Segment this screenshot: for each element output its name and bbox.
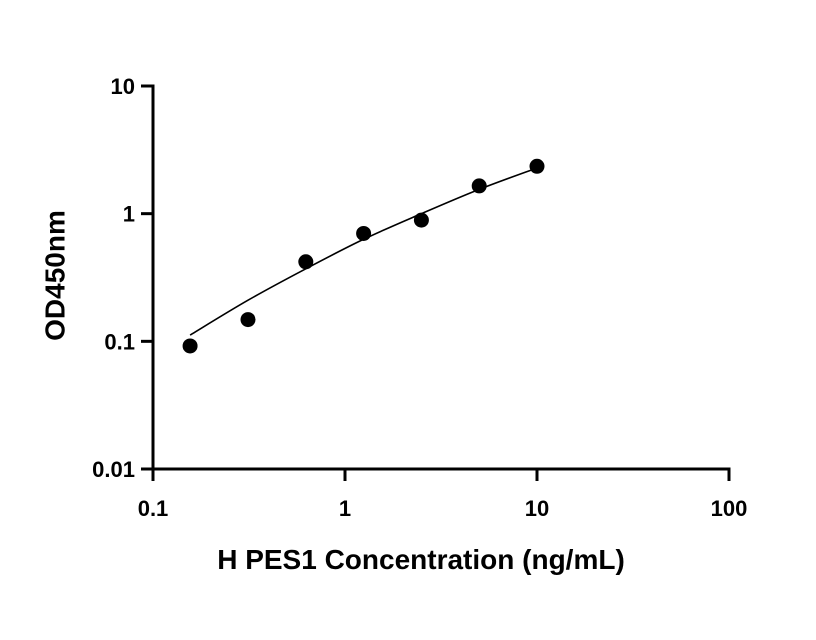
data-point: [240, 312, 256, 328]
x-tick-label: 0.1: [138, 496, 169, 521]
y-axis-ticks: 0.01 0.1 1 10: [92, 74, 153, 482]
x-tick-label: 100: [711, 496, 748, 521]
data-point: [298, 254, 314, 270]
y-axis-title: OD450nm: [39, 210, 70, 341]
x-tick-label: 10: [525, 496, 549, 521]
y-tick-label: 1: [123, 202, 135, 227]
y-tick-label: 10: [111, 74, 135, 99]
data-point: [356, 225, 372, 241]
y-tick-label: 0.1: [104, 329, 135, 354]
data-point: [182, 338, 198, 354]
y-tick-label: 0.01: [92, 457, 135, 482]
data-point: [529, 158, 545, 174]
data-points: [182, 158, 545, 354]
data-point: [471, 178, 487, 194]
x-axis-title: H PES1 Concentration (ng/mL): [217, 544, 625, 575]
x-axis-ticks: 0.1 1 10 100: [138, 469, 748, 521]
data-point: [413, 212, 429, 228]
fit-curve: [189, 167, 538, 336]
x-tick-label: 1: [339, 496, 351, 521]
axes: [151, 84, 731, 471]
